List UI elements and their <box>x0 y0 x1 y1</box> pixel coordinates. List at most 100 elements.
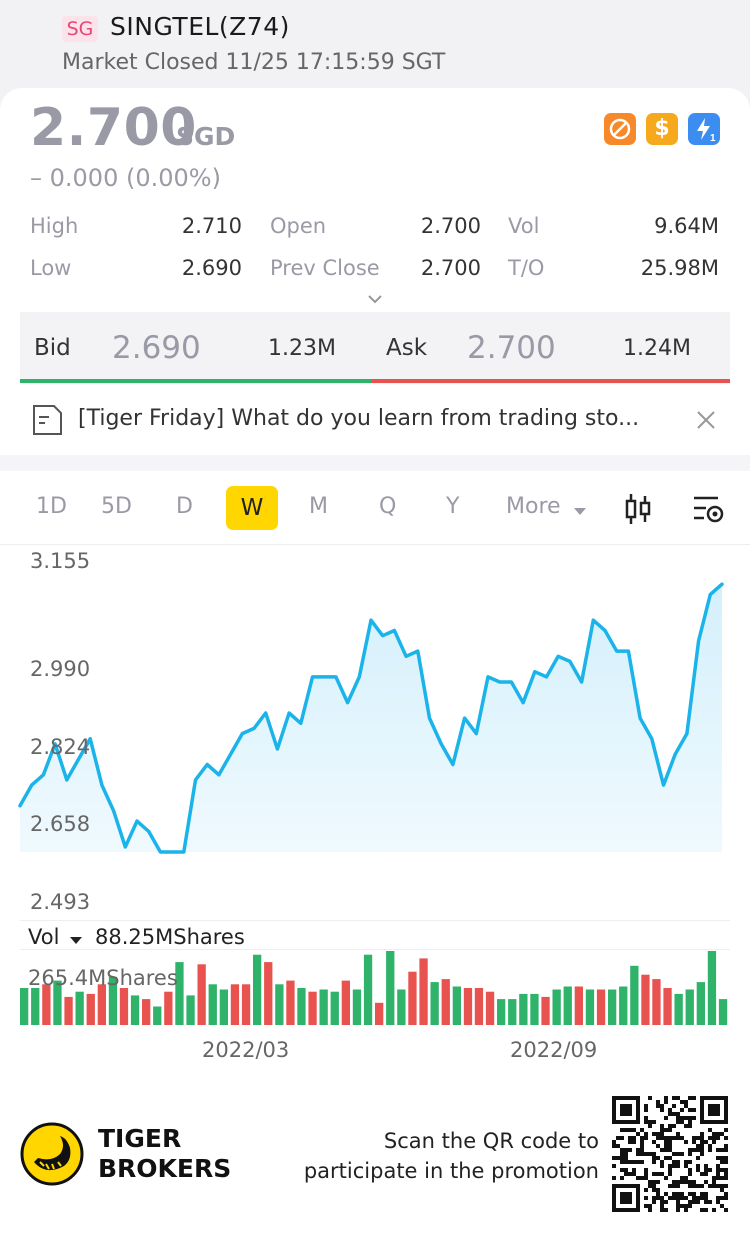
ask-label: Ask <box>386 335 428 361</box>
ask-volume: 1.24M <box>623 336 691 361</box>
volume-bar <box>186 995 195 1025</box>
y-tick-label: 2.658 <box>30 812 91 836</box>
volume-bar <box>20 988 29 1025</box>
tab-more[interactable]: More <box>506 494 561 519</box>
volume-bar <box>319 989 328 1025</box>
volume-bar <box>264 962 273 1025</box>
volume-bar <box>197 964 206 1025</box>
caret-down-icon[interactable] <box>574 502 586 521</box>
volume-bar <box>585 989 595 1025</box>
open-value: 2.700 <box>420 214 481 238</box>
volume-bar <box>541 996 550 1025</box>
high-label: High <box>30 214 79 238</box>
flash-icon[interactable]: 1 <box>688 113 720 145</box>
promo-text: Scan the QR code to participate in the p… <box>300 1126 599 1186</box>
volume-bar <box>219 989 228 1025</box>
volume-bar <box>574 986 583 1025</box>
x-tick-label: 2022/03 <box>202 1038 290 1062</box>
volume-bar <box>485 991 495 1025</box>
volume-bar <box>375 1002 384 1025</box>
volume-bar <box>397 989 406 1025</box>
news-icon <box>30 403 64 441</box>
volume-bar <box>308 991 317 1025</box>
news-headline[interactable]: [Tiger Friday] What do you learn from tr… <box>78 406 640 431</box>
brand-line-2: BROKERS <box>98 1154 232 1183</box>
volume-bar <box>97 984 106 1025</box>
expand-chevron-icon[interactable] <box>366 290 384 308</box>
volume-bar <box>75 991 84 1025</box>
dividend-icon[interactable]: $ <box>646 113 678 145</box>
volume-bar <box>452 986 461 1025</box>
tab-y[interactable]: Y <box>446 494 460 519</box>
no-short-icon[interactable] <box>604 113 636 145</box>
price-chart[interactable] <box>0 545 750 920</box>
volume-bar <box>42 984 51 1025</box>
tab-5d[interactable]: 5D <box>101 494 132 519</box>
high-value: 2.710 <box>181 214 242 238</box>
tab-q[interactable]: Q <box>379 494 397 519</box>
volume-bar <box>119 988 129 1025</box>
candlestick-icon[interactable] <box>622 492 654 530</box>
volume-bar <box>463 988 473 1025</box>
y-tick-label: 2.990 <box>30 657 91 681</box>
tab-d[interactable]: D <box>176 494 193 519</box>
market-status: Market Closed 11/25 17:15:59 SGT <box>62 50 446 75</box>
volume-bar <box>275 984 284 1025</box>
volume-bar <box>86 993 95 1025</box>
close-icon[interactable] <box>694 408 718 436</box>
promo-line-2: participate in the promotion <box>303 1159 599 1183</box>
volume-bar <box>208 984 217 1025</box>
bid-label: Bid <box>34 335 71 361</box>
currency: SGD <box>176 122 236 151</box>
chart-settings-icon[interactable] <box>692 494 726 528</box>
volume-bar <box>330 991 339 1025</box>
volume-bar <box>718 999 728 1025</box>
caret-down-icon[interactable] <box>70 931 82 950</box>
volume-bar <box>230 984 240 1025</box>
volume-bar <box>630 965 639 1025</box>
volume-bar <box>130 995 140 1025</box>
volume-bar <box>696 982 705 1025</box>
volume-bar <box>286 980 295 1025</box>
volume-bar <box>64 996 73 1025</box>
turnover-value: 25.98M <box>640 256 719 280</box>
low-label: Low <box>30 256 72 280</box>
volume-bar <box>53 980 62 1025</box>
volume-bar <box>685 989 694 1025</box>
volume-bar <box>175 962 184 1025</box>
volume-bar <box>596 989 606 1025</box>
y-tick-label: 2.824 <box>30 735 91 759</box>
svg-text:1: 1 <box>710 133 716 144</box>
tab-w[interactable]: W <box>226 486 278 530</box>
section-separator <box>0 455 750 471</box>
volume-bar <box>508 999 517 1025</box>
ask-price: 2.700 <box>467 330 556 366</box>
volume-bar <box>474 988 484 1025</box>
price-change: – 0.000 (0.00%) <box>30 164 221 192</box>
volume-max-label: 265.4MShares <box>28 966 178 990</box>
volume-bar <box>707 951 717 1025</box>
volume-bar <box>241 984 251 1025</box>
volume-bar <box>142 999 151 1025</box>
bid-price: 2.690 <box>112 330 201 366</box>
qr-code-icon[interactable] <box>612 1096 728 1212</box>
tab-divider <box>0 544 750 545</box>
turnover-label: T/O <box>508 256 545 280</box>
low-value: 2.690 <box>181 256 242 280</box>
volume-bar <box>641 974 650 1025</box>
last-price: 2.700 <box>30 98 197 158</box>
prev-close-label: Prev Close <box>270 256 380 280</box>
volume-label[interactable]: Vol <box>28 925 60 949</box>
volume-bar <box>530 993 539 1025</box>
tab-1d[interactable]: 1D <box>36 494 67 519</box>
bid-strength-bar <box>20 379 372 383</box>
vol-value: 9.64M <box>654 214 719 238</box>
bid-volume: 1.23M <box>268 336 336 361</box>
open-label: Open <box>270 214 327 238</box>
volume-bar <box>674 993 683 1025</box>
volume-bar <box>341 980 350 1025</box>
volume-bar <box>164 991 173 1025</box>
volume-chart[interactable] <box>0 950 750 1026</box>
volume-bar <box>297 988 306 1025</box>
tab-m[interactable]: M <box>309 494 328 519</box>
